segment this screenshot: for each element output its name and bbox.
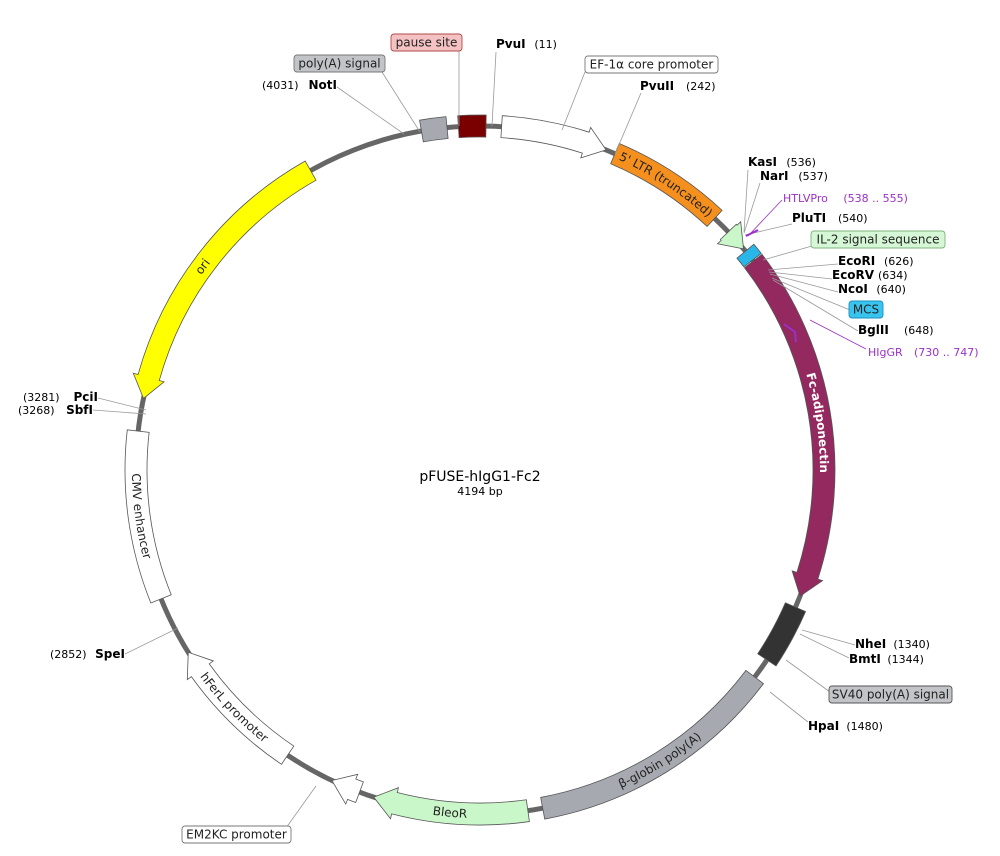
primer-htlvpro: HTLVPro (538 .. 555) [783, 192, 908, 205]
htlvpro-primer-mark [745, 229, 759, 237]
site-position: (640) [876, 283, 906, 296]
bleor-label: BleoR [432, 804, 467, 821]
site-position: (3268) [18, 404, 55, 417]
il2-signal-callout-label: IL-2 signal sequence [817, 233, 940, 247]
site-position: (1480) [846, 720, 883, 733]
site-position: (540) [838, 212, 868, 225]
primer-name: HTLVPro [783, 192, 828, 205]
fc-adiponectin-feature [743, 253, 836, 597]
site-name: SbfI [66, 403, 93, 417]
plasmid-name: pFUSE-hIgG1-Fc2 [419, 469, 540, 485]
site-position: (1340) [893, 638, 930, 651]
polya-signal-callout-label: poly(A) signal [298, 57, 380, 71]
primer-labels: HTLVPro (538 .. 555) HIgGR (730 .. 747) [783, 192, 979, 359]
polya-signal-callout-box [293, 54, 386, 73]
higgr-primer-mark [783, 323, 797, 343]
site-name: PciI [74, 390, 99, 404]
site-sbfi: SbfI (3268) [18, 403, 93, 417]
site-nari: NarI (537) [760, 169, 828, 183]
sv40-polya-callout-box [828, 685, 953, 704]
sv40-polya-callout-label: SV40 poly(A) signal [832, 688, 949, 702]
site-name: PluTI [792, 211, 826, 225]
mcs-feature [736, 243, 762, 268]
beta-globin-polya-label: β-globin poly(A) [616, 729, 704, 791]
primer-range: (538 .. 555) [843, 192, 908, 205]
site-ncoi: NcoI (640) [838, 282, 906, 296]
site-spei: SpeI (2852) [50, 647, 125, 661]
site-position: (11) [534, 38, 557, 51]
plasmid-size: 4194 bp [457, 485, 502, 498]
polya-signal-feature [419, 116, 449, 143]
site-kasi: KasI (536) [748, 155, 816, 169]
site-hpai: HpaI (1480) [808, 719, 883, 733]
site-name: NotI [309, 78, 338, 92]
site-position: (4031) [262, 79, 299, 92]
pause-site-feature [457, 114, 487, 139]
mcs-callout-box [848, 300, 884, 319]
pause-site-callout-box [390, 33, 463, 52]
site-position: (3281) [23, 391, 60, 404]
feature-callouts: pause site poly(A) signal EF-1α core promo… [181, 33, 953, 844]
site-name: EcoRV [832, 268, 875, 282]
primer-higgr: HIgGR (730 .. 747) [868, 346, 979, 359]
site-name: EcoRI [838, 254, 875, 268]
site-position: (634) [878, 269, 908, 282]
site-pcii: PciI (3281) [23, 390, 98, 404]
cmv-enhancer-label: CMV enhancer [129, 473, 154, 560]
em2kc-promoter-feature [331, 773, 364, 805]
site-bmti: BmtI (1344) [849, 652, 924, 666]
site-name: KasI [748, 155, 777, 169]
site-name: NarI [760, 169, 789, 183]
site-name: NheI [855, 637, 886, 651]
site-name: SpeI [95, 647, 125, 661]
site-position: (626) [884, 255, 914, 268]
site-position: (648) [904, 324, 934, 337]
mcs-callout-label: MCS [853, 303, 879, 317]
site-name: HpaI [808, 719, 839, 733]
em2kc-promoter-callout-box [181, 825, 292, 844]
site-plutı: PluTI (540) [792, 211, 868, 225]
ef1a-core-promoter-callout-label: EF-1α core promoter [590, 58, 714, 72]
restriction-site-labels: PvuI (11) PvuII (242) KasI (536)NarI (537) PluT… [18, 37, 934, 733]
site-position: (2852) [50, 648, 87, 661]
site-ecorv: EcoRV (634) [832, 268, 908, 282]
site-noti: NotI (4031) [262, 78, 337, 92]
il2-signal-callout-box [810, 230, 946, 249]
beta-globin-polya-feature [540, 669, 765, 820]
leader-lines [92, 50, 867, 829]
site-pvuii: PvuII (242) [640, 79, 716, 93]
site-name: BmtI [849, 652, 881, 666]
site-position: (537) [798, 170, 828, 183]
em2kc-promoter-callout-label: EM2KC promoter [186, 828, 287, 842]
ori-feature [132, 160, 317, 400]
ef1a-core-promoter-feature [500, 115, 607, 159]
hferl-promoter-feature [186, 651, 295, 765]
fc-adiponectin-label: Fc-adiponectin [803, 371, 831, 473]
site-position: (536) [786, 156, 816, 169]
site-pvui: PvuI (11) [496, 37, 557, 51]
site-name: BglII [858, 323, 889, 337]
site-position: (1344) [887, 653, 924, 666]
ltr-5-label: 5' LTR (truncated) [617, 149, 715, 220]
site-bglii: BglII (648) [858, 323, 934, 337]
site-name: PvuI [496, 37, 526, 51]
cmv-enhancer-feature [124, 429, 172, 604]
site-ecori: EcoRI (626) [838, 254, 914, 268]
site-nhei: NheI (1340) [855, 637, 930, 651]
primer-name: HIgGR [868, 346, 903, 359]
pause-site-callout-label: pause site [396, 36, 458, 50]
il2-signal-feature [716, 220, 744, 250]
ltr-5-feature [610, 142, 723, 228]
sv40-polya-feature [757, 602, 807, 667]
hferl-promoter-label: hFerL promoter [197, 670, 270, 745]
bleor-feature [373, 787, 530, 826]
site-position: (242) [686, 80, 716, 93]
ef1a-core-promoter-callout-box [584, 55, 719, 74]
site-name: NcoI [838, 282, 868, 296]
primer-range: (730 .. 747) [914, 346, 979, 359]
site-name: PvuII [640, 79, 674, 93]
